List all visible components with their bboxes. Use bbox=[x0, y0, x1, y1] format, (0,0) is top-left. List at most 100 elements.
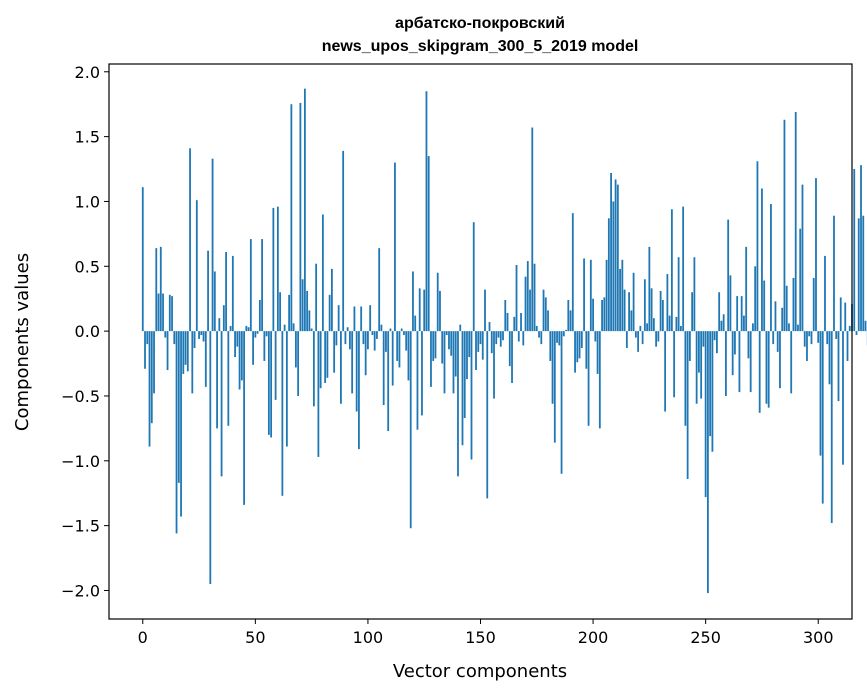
bar-component-158 bbox=[497, 331, 500, 338]
x-axis-ticks: 0 50 100 150 200 250 300 bbox=[138, 619, 834, 647]
bar-component-113 bbox=[396, 331, 399, 361]
bar-component-189 bbox=[567, 300, 570, 332]
bar-component-143 bbox=[463, 331, 466, 419]
bar-component-269 bbox=[747, 331, 750, 359]
chart-title-line2: news_upos_skipgram_300_5_2019 model bbox=[322, 38, 639, 55]
bar-component-81 bbox=[324, 331, 327, 383]
bar-component-84 bbox=[331, 268, 333, 332]
y-axis-label: Components values bbox=[12, 253, 33, 431]
bar-component-48 bbox=[249, 239, 252, 332]
y-tick-label: 0.5 bbox=[75, 257, 100, 276]
bar-component-258 bbox=[722, 314, 725, 332]
bar-component-313 bbox=[846, 331, 849, 361]
bar-component-273 bbox=[756, 161, 759, 332]
bar-component-196 bbox=[583, 258, 585, 332]
bar-component-274 bbox=[758, 331, 761, 413]
bar-component-104 bbox=[376, 331, 378, 339]
plot-area-frame bbox=[108, 63, 853, 620]
bar-component-6 bbox=[155, 248, 158, 332]
bar-component-83 bbox=[328, 294, 331, 332]
bar-component-35 bbox=[220, 331, 223, 477]
bar-component-43 bbox=[238, 331, 241, 390]
bar-component-135 bbox=[445, 331, 448, 336]
bar-component-160 bbox=[502, 331, 504, 341]
bar-component-58 bbox=[272, 207, 275, 332]
bar-component-44 bbox=[240, 331, 243, 381]
bar-component-201 bbox=[594, 331, 597, 342]
bar-component-310 bbox=[839, 297, 842, 332]
bar-component-186 bbox=[560, 331, 563, 474]
bar-component-150 bbox=[479, 331, 482, 345]
bar-component-223 bbox=[643, 279, 646, 332]
bar-component-285 bbox=[783, 119, 786, 332]
bar-component-292 bbox=[799, 228, 802, 332]
bar-component-171 bbox=[526, 261, 529, 332]
bar-component-206 bbox=[605, 259, 608, 332]
bar-component-264 bbox=[736, 296, 739, 332]
bar-component-254 bbox=[713, 331, 716, 341]
bar-component-320 bbox=[862, 215, 865, 332]
bar-component-20 bbox=[186, 331, 189, 372]
bar-component-27 bbox=[202, 331, 205, 342]
bar-component-14 bbox=[173, 331, 176, 345]
bar-component-119 bbox=[409, 331, 412, 529]
bar-component-198 bbox=[587, 331, 590, 426]
bar-component-54 bbox=[263, 331, 266, 361]
x-tick-label: 300 bbox=[803, 628, 834, 647]
bar-component-209 bbox=[612, 201, 615, 332]
bar-component-220 bbox=[637, 331, 640, 352]
bar-component-215 bbox=[625, 331, 628, 348]
bar-component-210 bbox=[614, 179, 617, 332]
bar-component-249 bbox=[702, 331, 705, 347]
bar-component-128 bbox=[430, 331, 432, 387]
bar-component-3 bbox=[148, 331, 151, 447]
bar-component-225 bbox=[648, 246, 651, 332]
bar-component-118 bbox=[407, 331, 410, 381]
bar-component-247 bbox=[698, 331, 700, 373]
bar-component-226 bbox=[650, 288, 653, 332]
bar-component-70 bbox=[299, 102, 302, 332]
bar-component-28 bbox=[204, 331, 207, 387]
bar-component-271 bbox=[752, 323, 754, 332]
bar-component-293 bbox=[801, 184, 804, 332]
bar-component-240 bbox=[682, 206, 685, 332]
bar-component-307 bbox=[833, 215, 835, 332]
bar-component-195 bbox=[580, 331, 583, 348]
bar-component-257 bbox=[720, 320, 723, 332]
bar-component-93 bbox=[351, 331, 354, 394]
bar-component-159 bbox=[499, 331, 502, 347]
bar-component-130 bbox=[434, 331, 437, 359]
bar-component-174 bbox=[533, 263, 536, 332]
bar-component-183 bbox=[553, 331, 556, 443]
bar-component-217 bbox=[630, 310, 633, 332]
bar-component-205 bbox=[603, 297, 606, 332]
bar-component-30 bbox=[209, 331, 212, 584]
bar-component-139 bbox=[454, 331, 457, 377]
bar-component-239 bbox=[679, 325, 682, 332]
bar-component-263 bbox=[734, 331, 736, 355]
bar-component-50 bbox=[254, 331, 257, 338]
bar-component-68 bbox=[294, 331, 297, 368]
bar-component-40 bbox=[231, 255, 234, 332]
bar-component-98 bbox=[362, 331, 365, 345]
bar-component-86 bbox=[335, 331, 338, 346]
bar-component-117 bbox=[405, 331, 408, 351]
bar-component-153 bbox=[486, 331, 489, 499]
x-tick-label: 50 bbox=[245, 628, 265, 647]
bar-component-99 bbox=[364, 331, 367, 376]
bar-component-56 bbox=[267, 331, 270, 435]
bar-component-102 bbox=[371, 331, 374, 336]
bar-component-304 bbox=[826, 331, 829, 345]
bar-component-193 bbox=[576, 331, 579, 363]
bar-component-36 bbox=[222, 305, 225, 332]
y-tick-label: −0.5 bbox=[61, 387, 100, 406]
bar-component-18 bbox=[182, 331, 185, 374]
bar-component-172 bbox=[529, 289, 531, 332]
bar-component-110 bbox=[389, 328, 392, 332]
bar-component-289 bbox=[792, 277, 795, 332]
bar-component-72 bbox=[303, 88, 306, 332]
bar-component-287 bbox=[788, 323, 790, 332]
bar-component-88 bbox=[340, 331, 342, 404]
bar-component-233 bbox=[666, 274, 669, 332]
